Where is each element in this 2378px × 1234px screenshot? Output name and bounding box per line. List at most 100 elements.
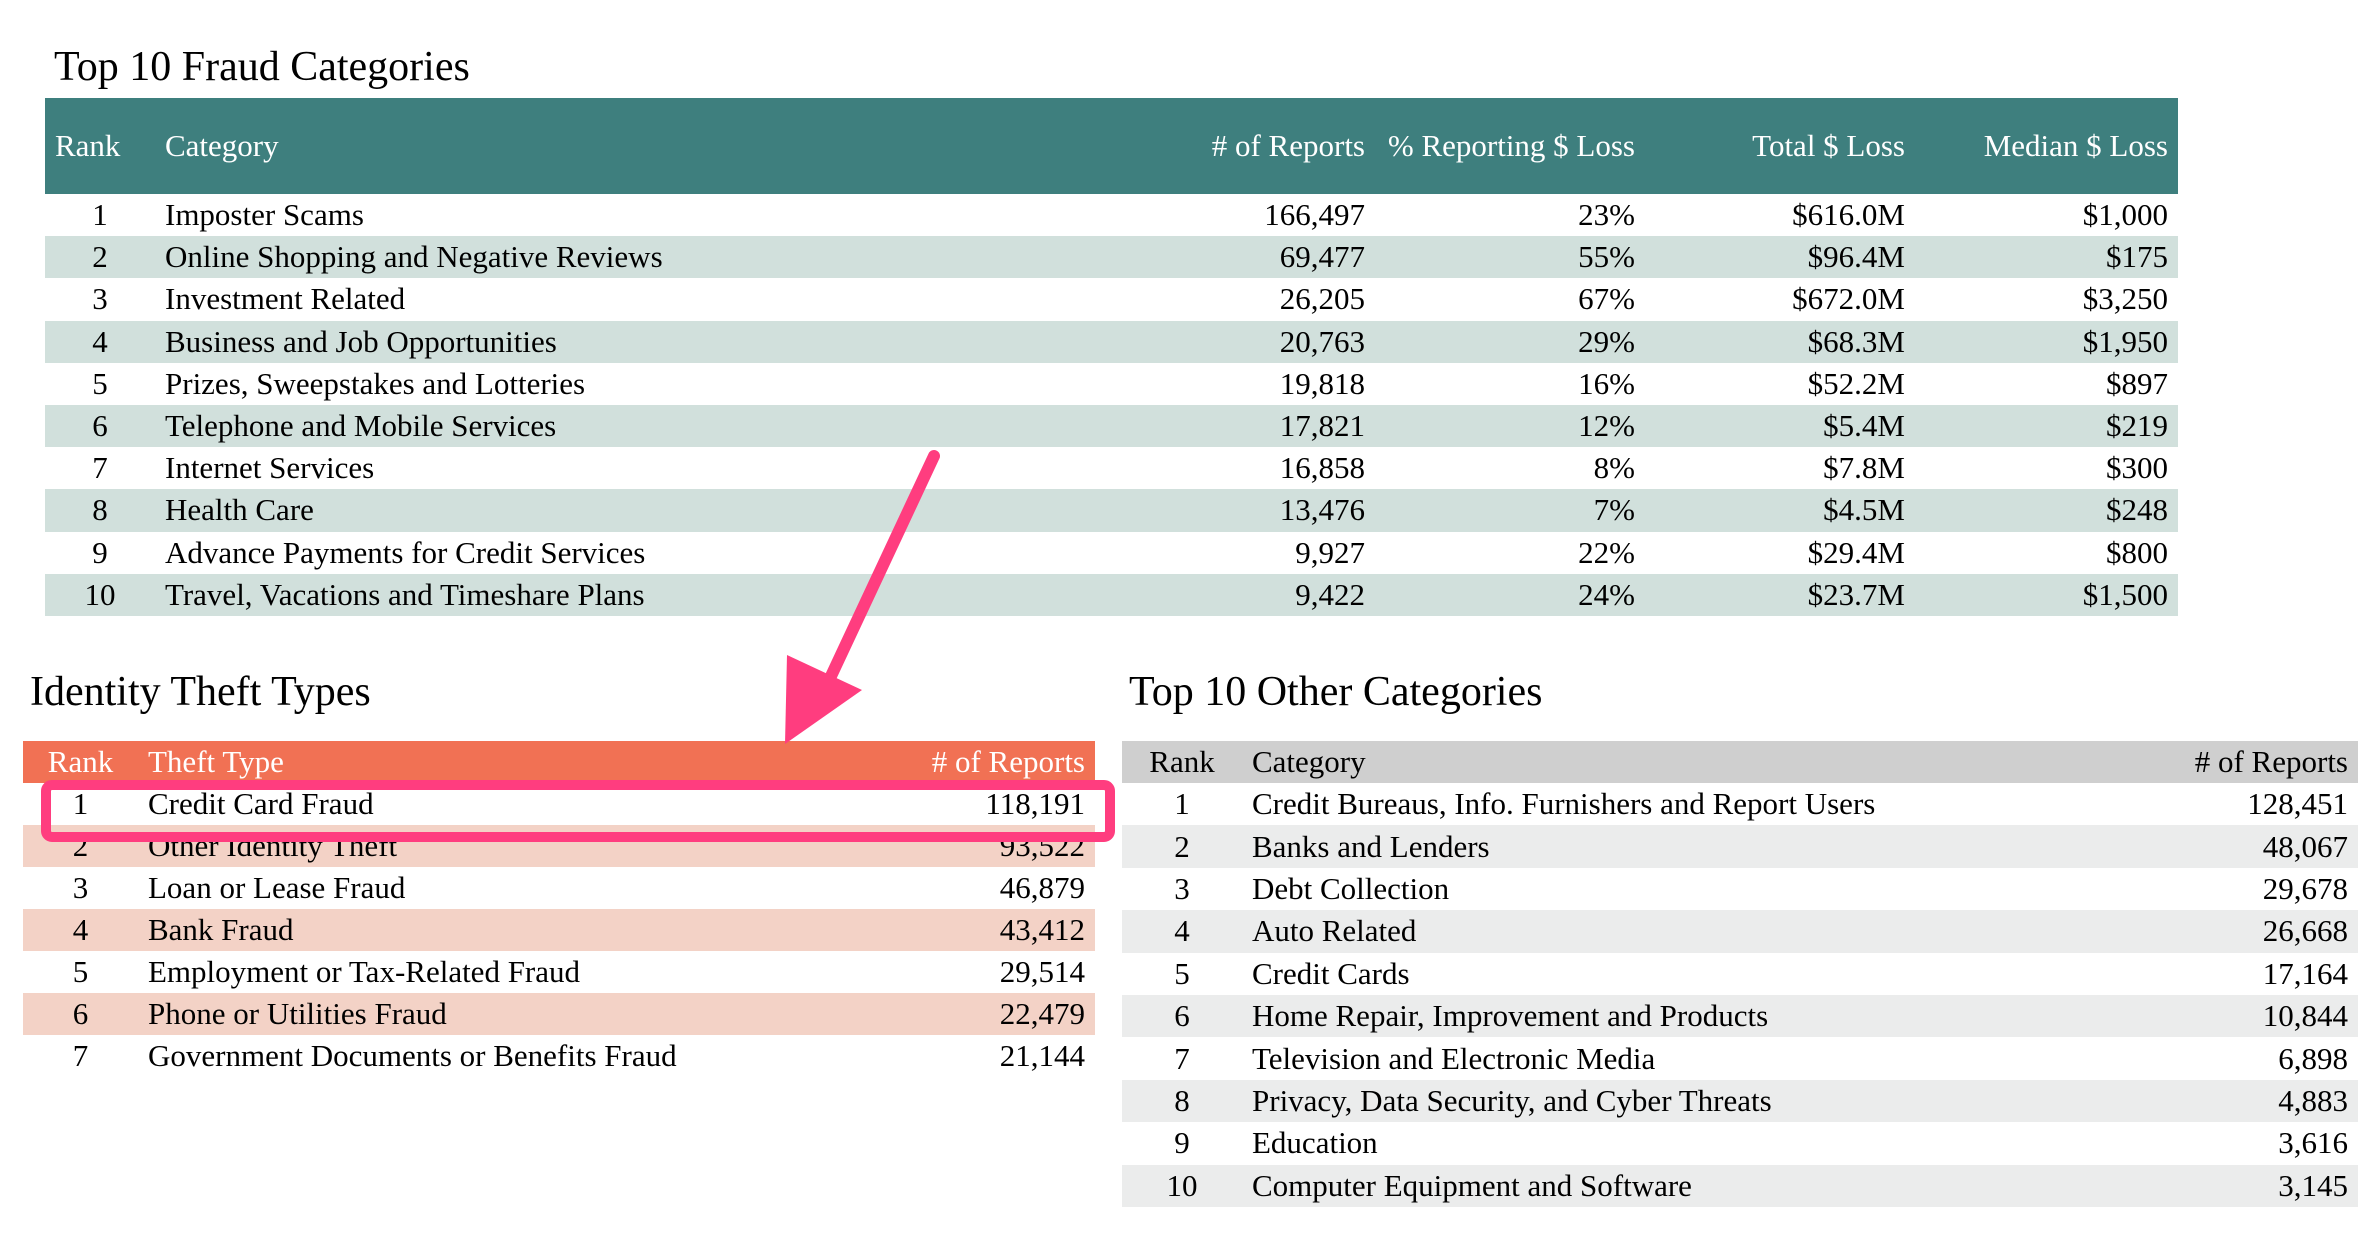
identity-row: 4 Bank Fraud 43,412 (23, 909, 1095, 951)
fraud-cell-rank: 2 (92, 239, 108, 275)
other-cell-rank: 5 (1174, 955, 1190, 991)
fraud-row: 6 Telephone and Mobile Services 17,821 12% $… (45, 404, 2178, 448)
other-header-rank: Rank (1149, 744, 1215, 779)
fraud-title: Top 10 Fraud Categories (54, 44, 470, 90)
other-row: 2 Banks and Lenders 48,067 (1122, 825, 2358, 868)
fraud-row: 4 Business and Job Opportunities 20,763 29%… (45, 320, 2178, 363)
identity-cell-type: Other Identity Theft (148, 828, 398, 863)
other-cell-rank: 8 (1174, 1082, 1190, 1118)
identity-cell-reports: 46,879 (999, 870, 1085, 905)
fraud-cell-median: $219 (2106, 408, 2168, 444)
identity-cell-reports: 21,144 (999, 1038, 1085, 1073)
identity-row: 2 Other Identity Theft 93,522 (23, 825, 1095, 867)
fraud-header-category: Category (165, 128, 279, 163)
identity-cell-type: Phone or Utilities Fraud (148, 996, 447, 1031)
fraud-table: Rank Category # of Reports % Reporting $… (45, 98, 2178, 616)
other-row: 8 Privacy, Data Security, and Cyber Threa… (1122, 1079, 2358, 1123)
fraud-cell-reports: 13,476 (1279, 492, 1365, 528)
other-cell-reports: 17,164 (2262, 955, 2348, 991)
identity-row: 5 Employment or Tax-Related Fraud 29,514 (23, 951, 1095, 993)
identity-row: 6 Phone or Utilities Fraud 22,479 (23, 993, 1095, 1035)
other-cell-reports: 26,668 (2262, 913, 2348, 949)
identity-cell-rank: 1 (72, 786, 89, 821)
identity-cell-rank: 7 (72, 1038, 89, 1073)
fraud-cell-reports: 26,205 (1279, 281, 1365, 317)
other-row: 6 Home Repair, Improvement and Products 10… (1122, 994, 2358, 1038)
other-title: Top 10 Other Categories (1129, 669, 1543, 715)
other-cell-category: Computer Equipment and Software (1252, 1167, 1692, 1203)
other-cell-category: Home Repair, Improvement and Products (1252, 998, 1769, 1034)
fraud-cell-pct: 55% (1578, 239, 1635, 275)
identity-cell-type: Credit Card Fraud (148, 786, 374, 821)
fraud-cell-rank: 3 (92, 281, 108, 317)
identity-table: Rank Theft Type # of Reports 1 Credit Car… (23, 741, 1095, 1077)
fraud-row: 7 Internet Services 16,858 8% $7.8M $300 (45, 447, 2178, 489)
identity-row: 1 Credit Card Fraud 118,191 (23, 783, 1095, 825)
fraud-cell-pct: 24% (1578, 576, 1635, 612)
identity-cell-type: Government Documents or Benefits Fraud (148, 1038, 677, 1073)
other-cell-reports: 6,898 (2278, 1040, 2348, 1076)
other-header-reports: # of Reports (2194, 744, 2348, 779)
identity-cell-rank: 3 (72, 870, 89, 905)
other-row: 1 Credit Bureaus, Info. Furnishers and Re… (1122, 783, 2358, 825)
fraud-row: 1 Imposter Scams 166,497 23% $616.0M $1,000 (45, 194, 2178, 236)
other-cell-rank: 7 (1174, 1040, 1190, 1076)
fraud-row: 2 Online Shopping and Negative Reviews 69,… (45, 236, 2178, 279)
fraud-header-row: Rank Category # of Reports % Reporting $… (45, 98, 2178, 194)
other-cell-reports: 3,616 (2278, 1125, 2348, 1161)
fraud-cell-rank: 1 (92, 197, 108, 233)
other-cell-category: Television and Electronic Media (1252, 1040, 1656, 1076)
fraud-cell-category: Health Care (165, 492, 314, 528)
fraud-cell-median: $897 (2106, 365, 2168, 401)
fraud-cell-category: Advance Payments for Credit Services (165, 534, 646, 570)
fraud-cell-total: $4.5M (1823, 492, 1905, 528)
fraud-cell-total: $7.8M (1823, 450, 1905, 486)
fraud-cell-reports: 17,821 (1279, 408, 1365, 444)
fraud-cell-category: Prizes, Sweepstakes and Lotteries (165, 365, 586, 401)
fraud-row: 8 Health Care 13,476 7% $4.5M $248 (45, 489, 2178, 532)
fraud-header-reports: # of Reports (1211, 128, 1365, 163)
identity-cell-reports: 43,412 (999, 912, 1085, 947)
fraud-cell-median: $1,500 (2082, 576, 2168, 612)
arrow-head-icon (785, 655, 862, 744)
fraud-cell-reports: 9,422 (1295, 576, 1365, 612)
identity-cell-reports: 22,479 (999, 996, 1085, 1031)
fraud-cell-median: $175 (2106, 239, 2168, 275)
identity-header-reports: # of Reports (931, 744, 1085, 779)
fraud-cell-median: $800 (2106, 534, 2168, 570)
other-cell-category: Banks and Lenders (1252, 828, 1490, 864)
other-cell-category: Credit Bureaus, Info. Furnishers and Rep… (1252, 786, 1876, 822)
fraud-cell-median: $1,950 (2082, 323, 2168, 359)
fraud-cell-pct: 16% (1578, 365, 1635, 401)
fraud-cell-pct: 23% (1578, 197, 1635, 233)
other-row: 9 Education 3,616 (1122, 1122, 2358, 1164)
fraud-row: 10 Travel, Vacations and Timeshare Plans 9… (45, 573, 2178, 616)
identity-cell-reports: 118,191 (985, 786, 1085, 821)
other-cell-reports: 128,451 (2247, 786, 2348, 822)
fraud-header-pct-loss: % Reporting $ Loss (1375, 98, 1645, 194)
fraud-cell-category: Internet Services (165, 450, 375, 486)
identity-cell-rank: 6 (72, 996, 89, 1031)
other-cell-rank: 4 (1174, 913, 1190, 949)
fraud-cell-median: $1,000 (2082, 197, 2168, 233)
other-cell-category: Privacy, Data Security, and Cyber Threat… (1252, 1082, 1772, 1118)
identity-row: 3 Loan or Lease Fraud 46,879 (23, 867, 1095, 909)
identity-row: 7 Government Documents or Benefits Fraud 2… (23, 1035, 1095, 1077)
fraud-cell-median: $300 (2106, 450, 2168, 486)
fraud-cell-reports: 16,858 (1279, 450, 1365, 486)
identity-cell-type: Loan or Lease Fraud (148, 870, 406, 905)
other-cell-rank: 1 (1174, 786, 1190, 822)
other-cell-reports: 4,883 (2278, 1082, 2348, 1118)
fraud-cell-median: $3,250 (2082, 281, 2168, 317)
fraud-cell-reports: 9,927 (1295, 534, 1365, 570)
other-cell-reports: 10,844 (2262, 998, 2348, 1034)
other-row: 5 Credit Cards 17,164 (1122, 953, 2358, 995)
identity-header-row: Rank Theft Type # of Reports (23, 741, 1095, 783)
fraud-cell-total: $616.0M (1792, 197, 1905, 233)
fraud-header-pct-loss-text: % Reporting $ Loss (1387, 128, 1635, 163)
other-row: 4 Auto Related 26,668 (1122, 910, 2358, 953)
fraud-cell-reports: 69,477 (1279, 239, 1365, 275)
fraud-cell-total: $96.4M (1807, 239, 1905, 275)
identity-cell-reports: 93,522 (999, 828, 1085, 863)
fraud-cell-total: $29.4M (1807, 534, 1905, 570)
